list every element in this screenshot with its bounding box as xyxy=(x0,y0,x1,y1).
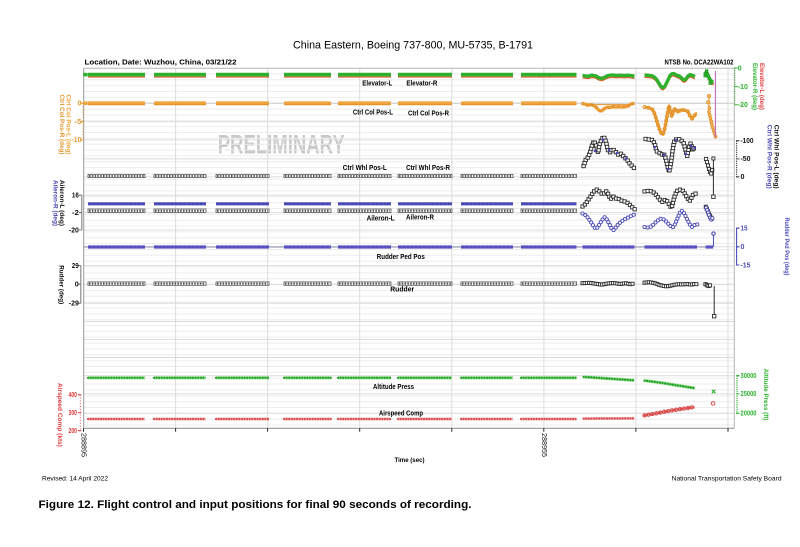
svg-text:-20: -20 xyxy=(738,102,748,109)
svg-text:25000: 25000 xyxy=(741,391,757,398)
svg-text:29: 29 xyxy=(72,263,79,270)
svg-text:Figure 12. Flight control and: Figure 12. Flight control and input posi… xyxy=(39,499,472,511)
svg-text:Elevator-R: Elevator-R xyxy=(406,81,437,88)
svg-text:20000: 20000 xyxy=(741,411,757,418)
svg-text:Ctrl Whl Pos-L: Ctrl Whl Pos-L xyxy=(343,165,388,172)
svg-text:15: 15 xyxy=(741,226,748,233)
svg-text:-5: -5 xyxy=(75,119,82,126)
svg-text:Aileron-R: Aileron-R xyxy=(406,214,434,221)
svg-text:Time (sec): Time (sec) xyxy=(395,457,425,464)
svg-text:288895: 288895 xyxy=(79,433,88,457)
svg-text:Ctrl Col Pos-R: Ctrl Col Pos-R xyxy=(408,111,449,118)
svg-text:NTSB No. DCA22WA102: NTSB No. DCA22WA102 xyxy=(665,60,734,67)
svg-text:Elevator-L (deg): Elevator-L (deg) xyxy=(758,63,765,110)
svg-text:Elevator-R (deg): Elevator-R (deg) xyxy=(751,63,758,110)
svg-text:-29: -29 xyxy=(69,301,79,308)
svg-text:Rudder: Rudder xyxy=(390,287,414,294)
svg-text:Aileron-L (deg): Aileron-L (deg) xyxy=(58,180,65,226)
svg-text:Ctrl Col Pos-L: Ctrl Col Pos-L xyxy=(353,110,394,117)
svg-text:Altitude Press (ft): Altitude Press (ft) xyxy=(762,369,769,421)
svg-text:Ctrl Col Pos-R (deg): Ctrl Col Pos-R (deg) xyxy=(58,95,65,155)
svg-text:-100: -100 xyxy=(741,138,754,145)
svg-text:0: 0 xyxy=(741,244,745,251)
svg-text:16: 16 xyxy=(72,193,79,200)
svg-text:400: 400 xyxy=(69,392,78,399)
svg-text:Airspeed Comp: Airspeed Comp xyxy=(379,411,423,418)
svg-text:200: 200 xyxy=(69,428,78,435)
svg-text:Rudder Ped Pos: Rudder Ped Pos xyxy=(377,254,425,261)
svg-text:Aileron-L: Aileron-L xyxy=(367,215,396,222)
svg-text:-10: -10 xyxy=(738,84,748,91)
svg-text:Ctrl Whl Pos-R: Ctrl Whl Pos-R xyxy=(406,165,450,172)
svg-text:Ctrl Col Pos-L (deg): Ctrl Col Pos-L (deg) xyxy=(65,95,72,155)
svg-text:Revised: 14 April 2022: Revised: 14 April 2022 xyxy=(42,476,108,483)
svg-text:Rudder Ped Pos (deg): Rudder Ped Pos (deg) xyxy=(783,218,790,276)
svg-text:0: 0 xyxy=(75,282,79,289)
svg-text:-2: -2 xyxy=(72,210,79,217)
svg-text:-20: -20 xyxy=(69,227,79,234)
svg-text:-10: -10 xyxy=(72,137,82,144)
svg-text:Airspeed Comp (kts): Airspeed Comp (kts) xyxy=(56,383,63,447)
svg-text:China Eastern, Boeing 737-800,: China Eastern, Boeing 737-800, MU-5735, … xyxy=(293,40,533,52)
svg-text:Ctrl Whl Pos-L (deg): Ctrl Whl Pos-L (deg) xyxy=(772,125,779,189)
svg-text:Location, Date: Wuzhou, China,: Location, Date: Wuzhou, China, 03/21/22 xyxy=(85,60,237,67)
svg-text:Elevator-L: Elevator-L xyxy=(362,81,393,88)
svg-text:Aileron-R (deg): Aileron-R (deg) xyxy=(52,180,59,226)
svg-text:Ctrl Whl Pos-R (deg): Ctrl Whl Pos-R (deg) xyxy=(765,125,772,189)
svg-text:300: 300 xyxy=(69,410,78,417)
svg-text:-50: -50 xyxy=(741,156,751,163)
svg-text:288955: 288955 xyxy=(540,433,549,457)
svg-text:0: 0 xyxy=(738,65,742,72)
svg-text:0: 0 xyxy=(78,101,82,108)
svg-text:-15: -15 xyxy=(741,262,751,269)
svg-text:Rudder (deg): Rudder (deg) xyxy=(58,265,65,304)
svg-text:0: 0 xyxy=(741,174,745,181)
svg-text:30000: 30000 xyxy=(741,373,757,380)
svg-text:National Transportation Safety: National Transportation Safety Board xyxy=(672,476,782,483)
svg-text:Altitude Press: Altitude Press xyxy=(373,384,414,391)
